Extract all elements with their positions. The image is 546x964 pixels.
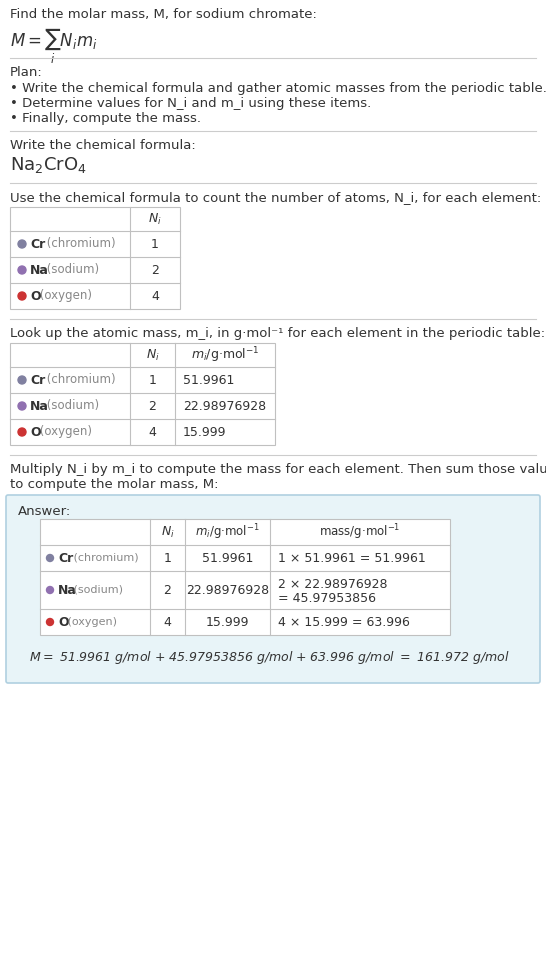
Circle shape — [18, 292, 26, 300]
Text: Answer:: Answer: — [18, 505, 71, 518]
Text: (oxygen): (oxygen) — [37, 425, 92, 439]
Text: O: O — [30, 289, 40, 303]
Text: $m_i$/g·mol$^{-1}$: $m_i$/g·mol$^{-1}$ — [191, 345, 259, 364]
Text: (chromium): (chromium) — [70, 553, 139, 563]
Text: (chromium): (chromium) — [43, 373, 116, 387]
Text: mass/g·mol$^{-1}$: mass/g·mol$^{-1}$ — [319, 522, 401, 542]
Text: $N_i$: $N_i$ — [148, 211, 162, 227]
Text: $m_i$/g·mol$^{-1}$: $m_i$/g·mol$^{-1}$ — [195, 522, 260, 542]
Text: Cr: Cr — [30, 237, 45, 251]
Text: 2: 2 — [164, 583, 171, 597]
Text: 1: 1 — [151, 237, 159, 251]
Circle shape — [18, 266, 26, 274]
Text: (sodium): (sodium) — [70, 585, 123, 595]
Text: $\mathrm{Na_2CrO_4}$: $\mathrm{Na_2CrO_4}$ — [10, 155, 87, 175]
Text: • Finally, compute the mass.: • Finally, compute the mass. — [10, 112, 201, 125]
Text: 4: 4 — [151, 289, 159, 303]
FancyBboxPatch shape — [6, 495, 540, 683]
Text: Cr: Cr — [30, 373, 45, 387]
Text: 4: 4 — [164, 615, 171, 629]
Circle shape — [18, 240, 26, 248]
Text: 22.98976928: 22.98976928 — [183, 399, 266, 413]
Circle shape — [18, 376, 26, 384]
Text: O: O — [30, 425, 40, 439]
FancyBboxPatch shape — [10, 207, 180, 309]
Text: Look up the atomic mass, m_i, in g·mol⁻¹ for each element in the periodic table:: Look up the atomic mass, m_i, in g·mol⁻¹… — [10, 327, 545, 340]
Text: 1 × 51.9961 = 51.9961: 1 × 51.9961 = 51.9961 — [278, 551, 426, 565]
Text: 1: 1 — [149, 373, 157, 387]
FancyBboxPatch shape — [10, 343, 275, 445]
Text: (sodium): (sodium) — [43, 399, 99, 413]
Text: 2: 2 — [149, 399, 157, 413]
Text: $N_i$: $N_i$ — [161, 524, 174, 540]
Text: (chromium): (chromium) — [43, 237, 116, 251]
Text: 2 × 22.98976928: 2 × 22.98976928 — [278, 577, 388, 591]
Text: 4: 4 — [149, 425, 157, 439]
Text: = 45.97953856: = 45.97953856 — [278, 592, 376, 604]
Text: Na: Na — [58, 583, 77, 597]
Text: (oxygen): (oxygen) — [64, 617, 117, 627]
Circle shape — [46, 619, 54, 626]
Text: Plan:: Plan: — [10, 66, 43, 79]
Text: Find the molar mass, M, for sodium chromate:: Find the molar mass, M, for sodium chrom… — [10, 8, 317, 21]
Circle shape — [46, 586, 54, 594]
Circle shape — [18, 428, 26, 436]
Text: 15.999: 15.999 — [206, 615, 250, 629]
Text: $N_i$: $N_i$ — [146, 347, 159, 362]
Text: $M = \sum_i N_i m_i$: $M = \sum_i N_i m_i$ — [10, 26, 97, 66]
Text: Multiply N_i by m_i to compute the mass for each element. Then sum those values: Multiply N_i by m_i to compute the mass … — [10, 463, 546, 476]
Text: • Determine values for N_i and m_i using these items.: • Determine values for N_i and m_i using… — [10, 97, 371, 110]
Text: 2: 2 — [151, 263, 159, 277]
Text: O: O — [58, 615, 69, 629]
Text: 22.98976928: 22.98976928 — [186, 583, 269, 597]
Text: 1: 1 — [164, 551, 171, 565]
Text: Cr: Cr — [58, 551, 73, 565]
Circle shape — [46, 554, 54, 561]
Text: Na: Na — [30, 399, 49, 413]
Text: (sodium): (sodium) — [43, 263, 99, 277]
FancyBboxPatch shape — [40, 519, 450, 635]
Text: 51.9961: 51.9961 — [183, 373, 234, 387]
Text: $M = $ 51.9961 g/mol + 45.97953856 g/mol + 63.996 g/mol $=$ 161.972 g/mol: $M = $ 51.9961 g/mol + 45.97953856 g/mol… — [29, 649, 509, 666]
Text: Use the chemical formula to count the number of atoms, N_i, for each element:: Use the chemical formula to count the nu… — [10, 191, 541, 204]
Text: 51.9961: 51.9961 — [202, 551, 253, 565]
Text: Na: Na — [30, 263, 49, 277]
Text: • Write the chemical formula and gather atomic masses from the periodic table.: • Write the chemical formula and gather … — [10, 82, 546, 95]
Text: 15.999: 15.999 — [183, 425, 227, 439]
Circle shape — [18, 402, 26, 410]
Text: to compute the molar mass, M:: to compute the molar mass, M: — [10, 478, 218, 491]
Text: (oxygen): (oxygen) — [37, 289, 92, 303]
Text: Write the chemical formula:: Write the chemical formula: — [10, 139, 196, 152]
Text: 4 × 15.999 = 63.996: 4 × 15.999 = 63.996 — [278, 615, 410, 629]
